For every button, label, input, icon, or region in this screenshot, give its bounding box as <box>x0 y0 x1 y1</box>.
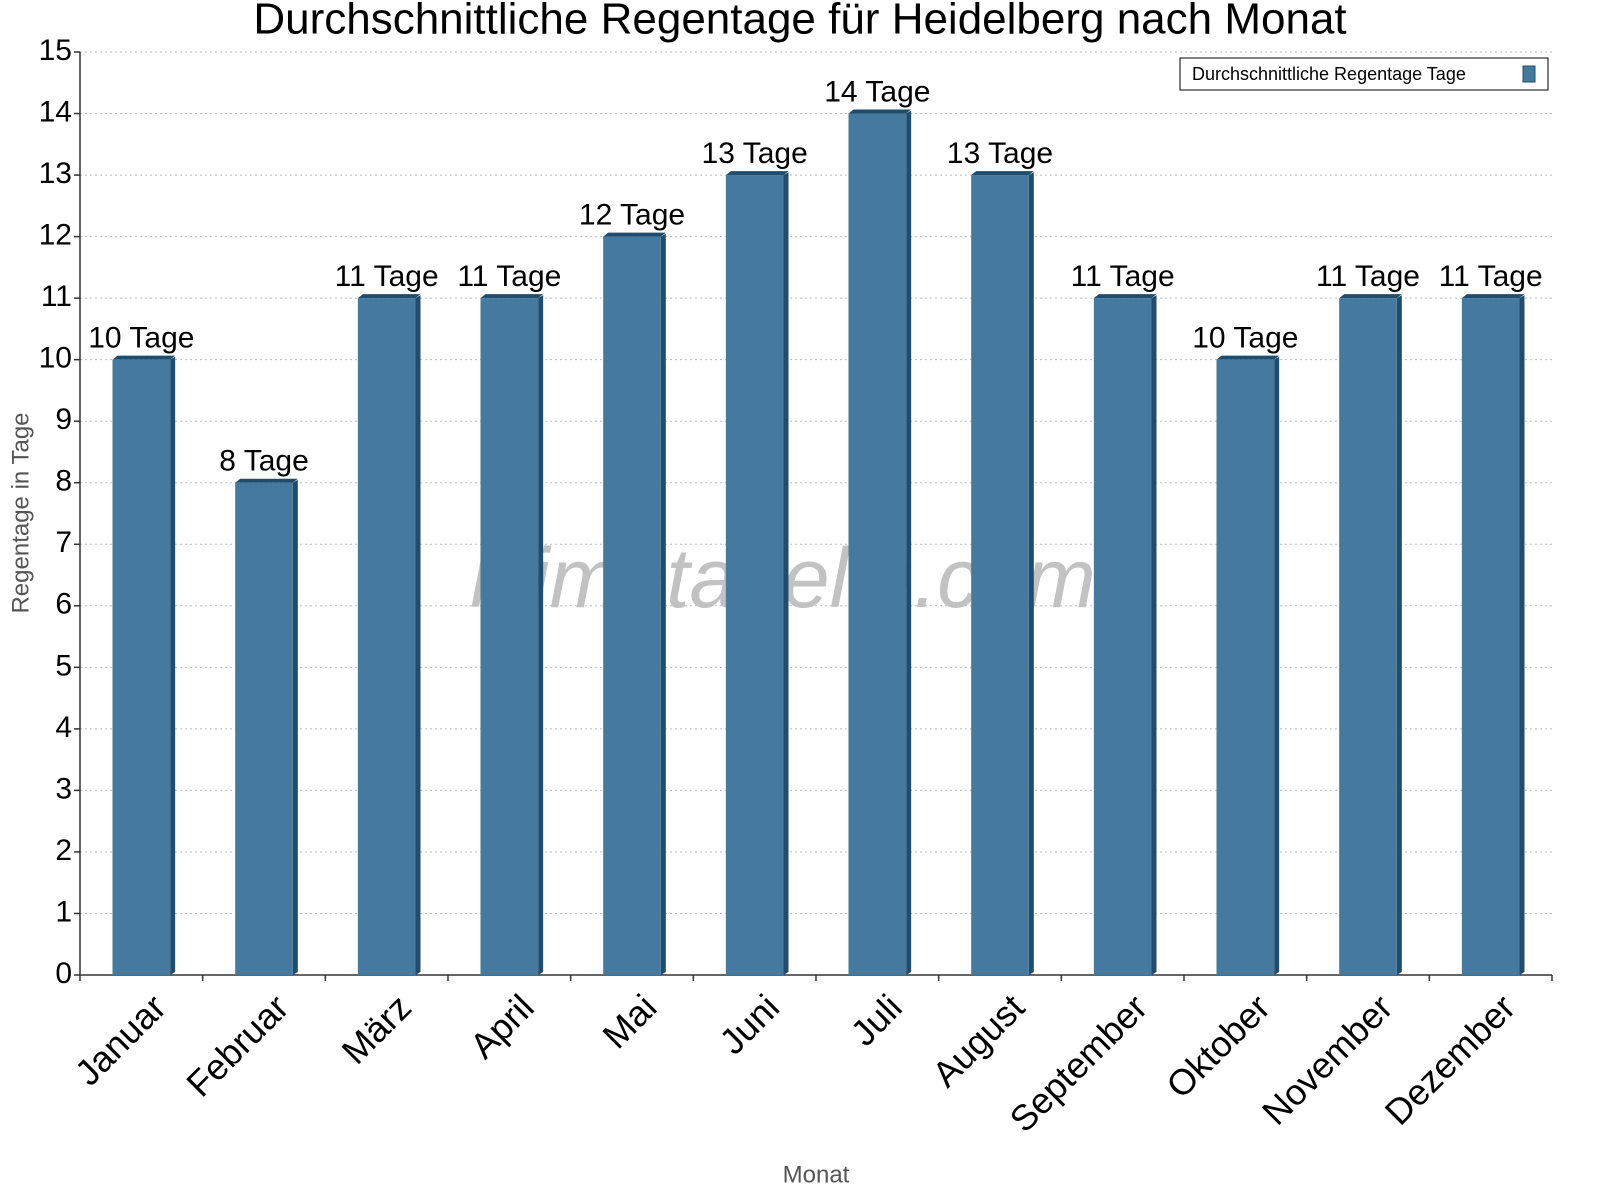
value-label: 11 Tage <box>1439 260 1543 293</box>
x-tick-label: Juli <box>843 986 910 1053</box>
x-tick-label: Juni <box>711 986 787 1062</box>
x-tick-label: Dezember <box>1377 986 1523 1132</box>
bar-top <box>971 171 1034 176</box>
bar-side <box>170 356 176 976</box>
value-label: 10 Tage <box>88 322 194 355</box>
value-label: 11 Tage <box>457 260 561 293</box>
x-tick-label: Oktober <box>1158 986 1278 1106</box>
y-tick-label: 12 <box>39 219 72 252</box>
legend: Durchschnittliche Regentage Tage <box>1179 57 1549 91</box>
bar <box>603 236 661 976</box>
bar <box>112 359 171 976</box>
y-tick-label: 15 <box>39 34 72 67</box>
bar-side <box>906 110 912 976</box>
bar-top <box>1216 355 1280 360</box>
bar-side <box>415 295 421 976</box>
y-tick-label: 8 <box>55 465 72 498</box>
x-axis-label: Monat <box>783 1161 850 1188</box>
chart-title: Durchschnittliche Regentage für Heidelbe… <box>253 0 1346 44</box>
x-tick-label: Februar <box>178 986 296 1104</box>
y-tick-label: 4 <box>55 711 72 744</box>
bar <box>357 298 416 976</box>
bar-top <box>848 109 912 114</box>
bar <box>1093 298 1152 976</box>
y-tick-label: 11 <box>41 280 72 313</box>
value-label: 13 Tage <box>702 137 808 170</box>
bar-top <box>1461 294 1525 299</box>
bar <box>725 175 784 976</box>
x-tick-label: August <box>924 986 1032 1094</box>
value-label: 14 Tage <box>824 75 930 108</box>
bar-side <box>292 479 298 975</box>
bar-side <box>1396 295 1402 976</box>
bar <box>971 175 1029 976</box>
y-tick-label: 6 <box>55 588 72 621</box>
y-tick-label: 14 <box>39 95 72 128</box>
bar-top <box>480 294 544 299</box>
bar-top <box>112 355 176 360</box>
bar-top <box>1093 294 1157 299</box>
y-tick-label: 3 <box>55 772 72 805</box>
bar <box>848 113 907 976</box>
x-tick-label: Mai <box>594 986 664 1056</box>
value-label: 11 Tage <box>1071 260 1175 293</box>
legend-swatch <box>1522 65 1536 83</box>
bar-top <box>235 478 298 483</box>
x-tick-label: April <box>462 986 542 1066</box>
x-tick-label: November <box>1254 986 1400 1132</box>
bar-side <box>1519 295 1525 976</box>
bar <box>480 298 539 976</box>
y-tick-label: 13 <box>39 157 72 190</box>
y-tick-label: 9 <box>55 403 72 436</box>
y-tick-label: 0 <box>55 957 72 990</box>
bar <box>1461 298 1520 976</box>
bar-top <box>1339 294 1402 299</box>
legend-label: Durchschnittliche Regentage Tage <box>1192 64 1466 84</box>
bar-side <box>1028 172 1034 976</box>
bar <box>1339 298 1397 976</box>
value-label: 13 Tage <box>947 137 1053 170</box>
x-tick-label: Januar <box>67 986 174 1093</box>
value-label: 11 Tage <box>335 260 439 293</box>
value-label: 10 Tage <box>1192 322 1298 355</box>
bar-side <box>783 172 789 976</box>
y-axis-label: Regentage in Tage <box>7 412 34 613</box>
legend-box <box>1179 57 1549 91</box>
bar-side <box>1274 356 1280 976</box>
bar-top <box>357 294 421 299</box>
value-label: 11 Tage <box>1316 260 1420 293</box>
value-label: 8 Tage <box>219 445 309 478</box>
y-tick-label: 2 <box>55 834 72 867</box>
bar <box>235 482 293 975</box>
y-tick-label: 10 <box>39 342 72 375</box>
bar-top <box>603 232 666 237</box>
y-tick-label: 5 <box>55 649 72 682</box>
bar <box>1216 359 1275 976</box>
y-tick-label: 7 <box>55 526 72 559</box>
bar-side <box>1151 295 1157 976</box>
x-tick-label: März <box>333 986 419 1072</box>
bar-top <box>725 171 789 176</box>
y-tick-label: 1 <box>55 895 72 928</box>
bar-side <box>538 295 544 976</box>
value-label: 12 Tage <box>579 199 685 232</box>
bar-side <box>660 233 666 976</box>
